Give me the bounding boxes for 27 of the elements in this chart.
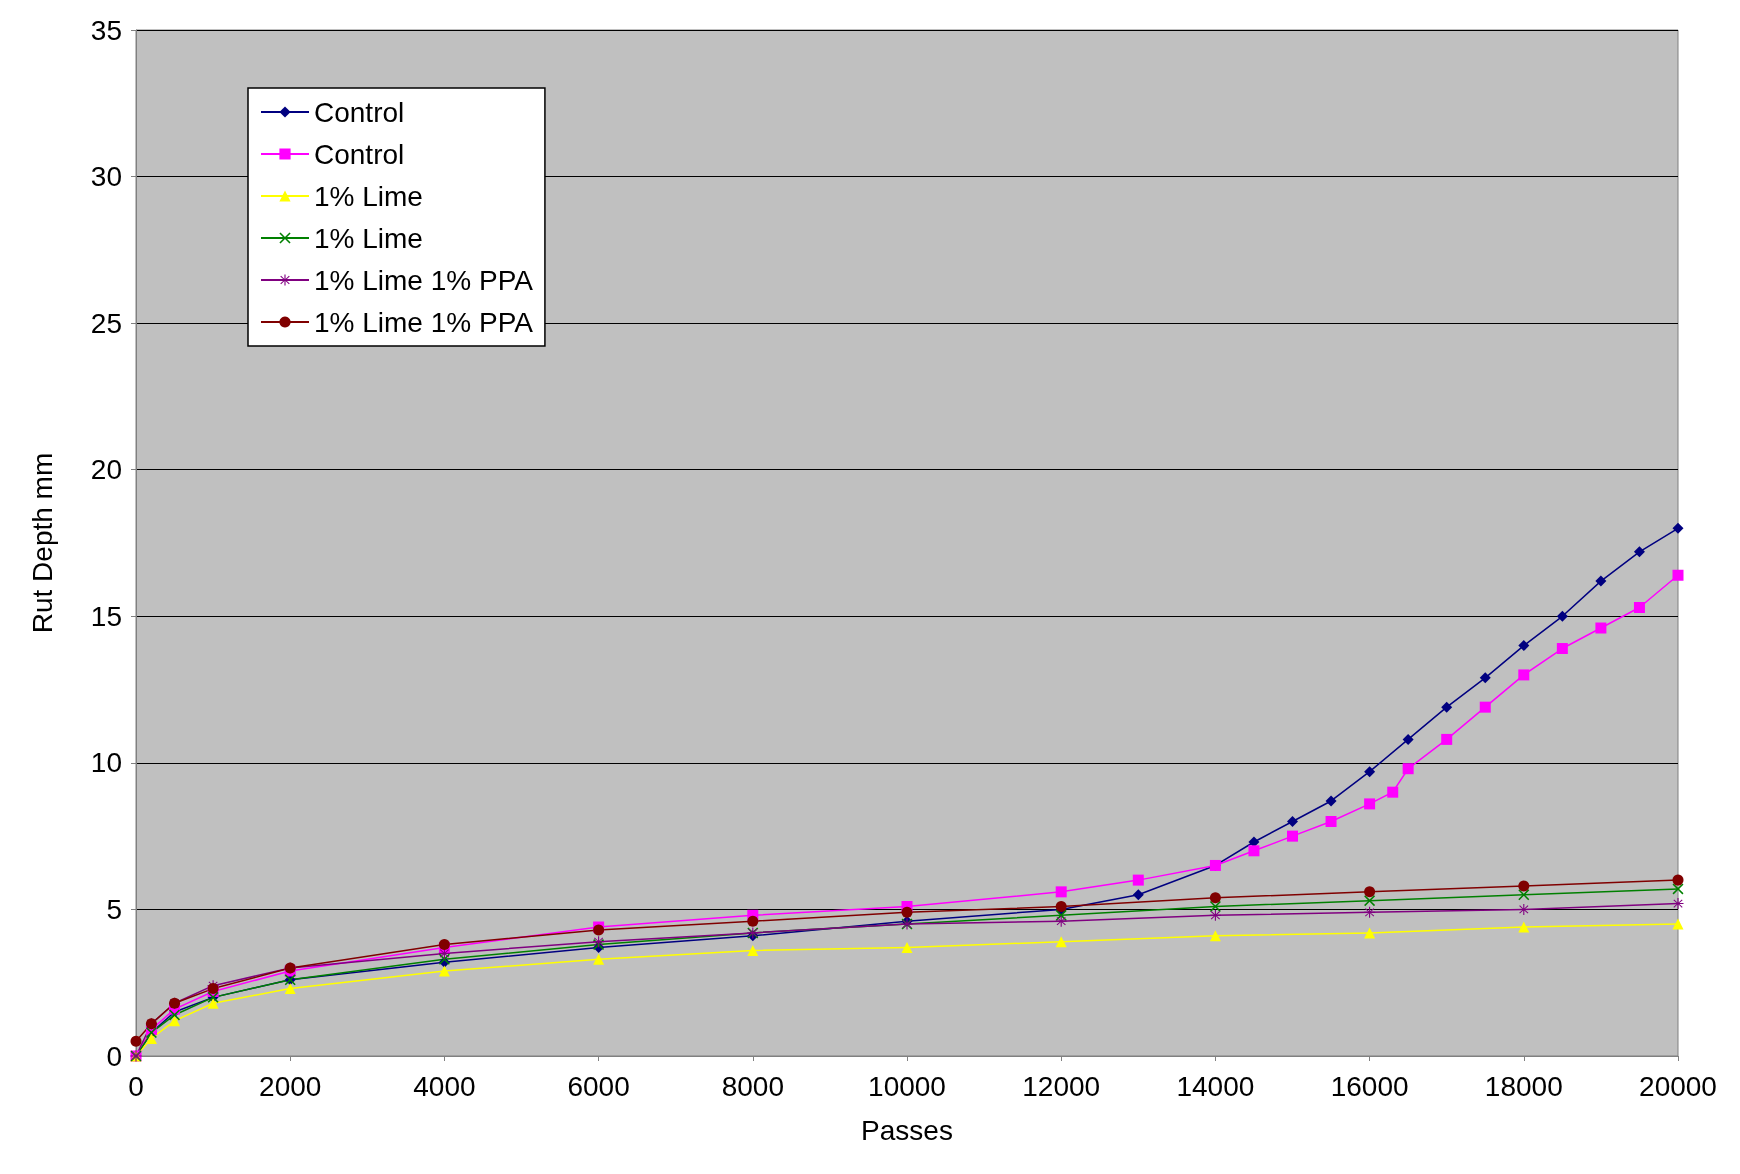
x-tick-label: 2000 (259, 1070, 322, 1102)
x-tick-label: 10000 (868, 1070, 946, 1102)
x-tick-label: 12000 (1022, 1070, 1101, 1102)
x-tick-label: 18000 (1484, 1070, 1563, 1102)
y-tick-label: 0 (106, 1040, 122, 1072)
x-tick-label: 14000 (1176, 1070, 1255, 1102)
y-tick-label: 20 (90, 454, 122, 486)
legend-label: Control (314, 138, 405, 170)
y-tick-label: 35 (90, 14, 122, 46)
y-tick-label: 5 (106, 893, 122, 925)
legend-label: 1% Lime (314, 180, 423, 212)
y-tick-label: 15 (90, 600, 122, 632)
y-tick-label: 10 (90, 747, 122, 779)
x-tick-label: 6000 (567, 1070, 630, 1102)
legend-label: 1% Lime 1% PPA (314, 306, 534, 338)
legend-label: 1% Lime (314, 222, 423, 254)
y-axis-title: Rut Depth mm (26, 452, 58, 634)
legend-label: 1% Lime 1% PPA (314, 264, 534, 296)
legend-label: Control (314, 96, 405, 128)
x-tick-label: 20000 (1639, 1070, 1717, 1102)
x-tick-label: 8000 (721, 1070, 784, 1102)
y-tick-label: 25 (90, 307, 122, 339)
y-tick-label: 30 (90, 161, 122, 193)
x-axis-title: Passes (861, 1114, 953, 1146)
x-tick-label: 0 (128, 1070, 144, 1102)
x-tick-label: 16000 (1330, 1070, 1409, 1102)
x-tick-label: 4000 (413, 1070, 476, 1102)
